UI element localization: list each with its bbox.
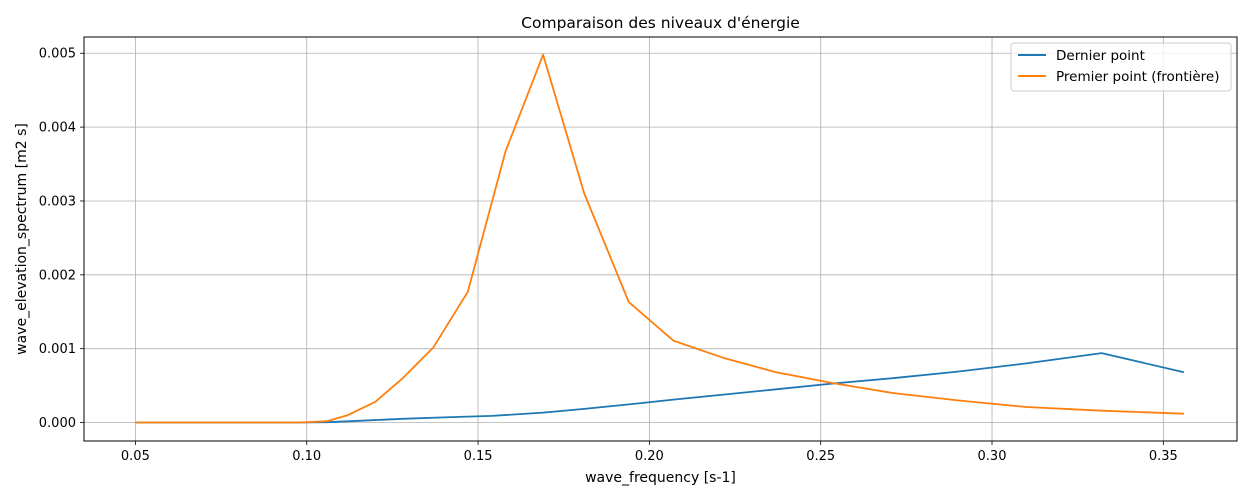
- x-tick-label: 0.25: [806, 449, 835, 464]
- y-tick-label: 0.004: [39, 121, 76, 136]
- legend-label-premier-point: Premier point (frontière): [1056, 69, 1220, 85]
- legend-box: [1010, 42, 1232, 92]
- y-axis-label: wave_elevation_spectrum [m2 s]: [14, 123, 30, 355]
- y-tick-label: 0.005: [39, 47, 76, 62]
- grid: [84, 37, 1237, 441]
- y-tick-label: 0.002: [39, 268, 76, 283]
- series-line-1: [135, 53, 1184, 424]
- series-line-0: [135, 352, 1185, 424]
- y-axis-ticks: 0.000 0.001 0.002 0.003 0.004 0.005: [39, 47, 84, 431]
- x-axis-ticks: 0.05 0.10 0.15 0.20 0.25 0.30 0.35: [121, 441, 1178, 464]
- legend: Dernier point Premier point (frontière): [1010, 42, 1232, 92]
- x-tick-label: 0.15: [464, 449, 493, 464]
- x-tick-label: 0.10: [292, 449, 321, 464]
- plot-frame: [83, 36, 1238, 442]
- y-tick-label: 0.000: [39, 416, 76, 431]
- x-axis-label: wave_frequency [s-1]: [585, 470, 736, 486]
- x-tick-label: 0.20: [635, 449, 664, 464]
- legend-label-dernier-point: Dernier point: [1056, 48, 1145, 64]
- series-layer: [135, 53, 1185, 424]
- y-tick-label: 0.003: [39, 194, 76, 209]
- x-tick-label: 0.35: [1149, 449, 1178, 464]
- x-tick-label: 0.05: [121, 449, 150, 464]
- y-tick-label: 0.001: [39, 342, 76, 357]
- chart-title: Comparaison des niveaux d'énergie: [521, 14, 800, 32]
- x-tick-label: 0.30: [978, 449, 1007, 464]
